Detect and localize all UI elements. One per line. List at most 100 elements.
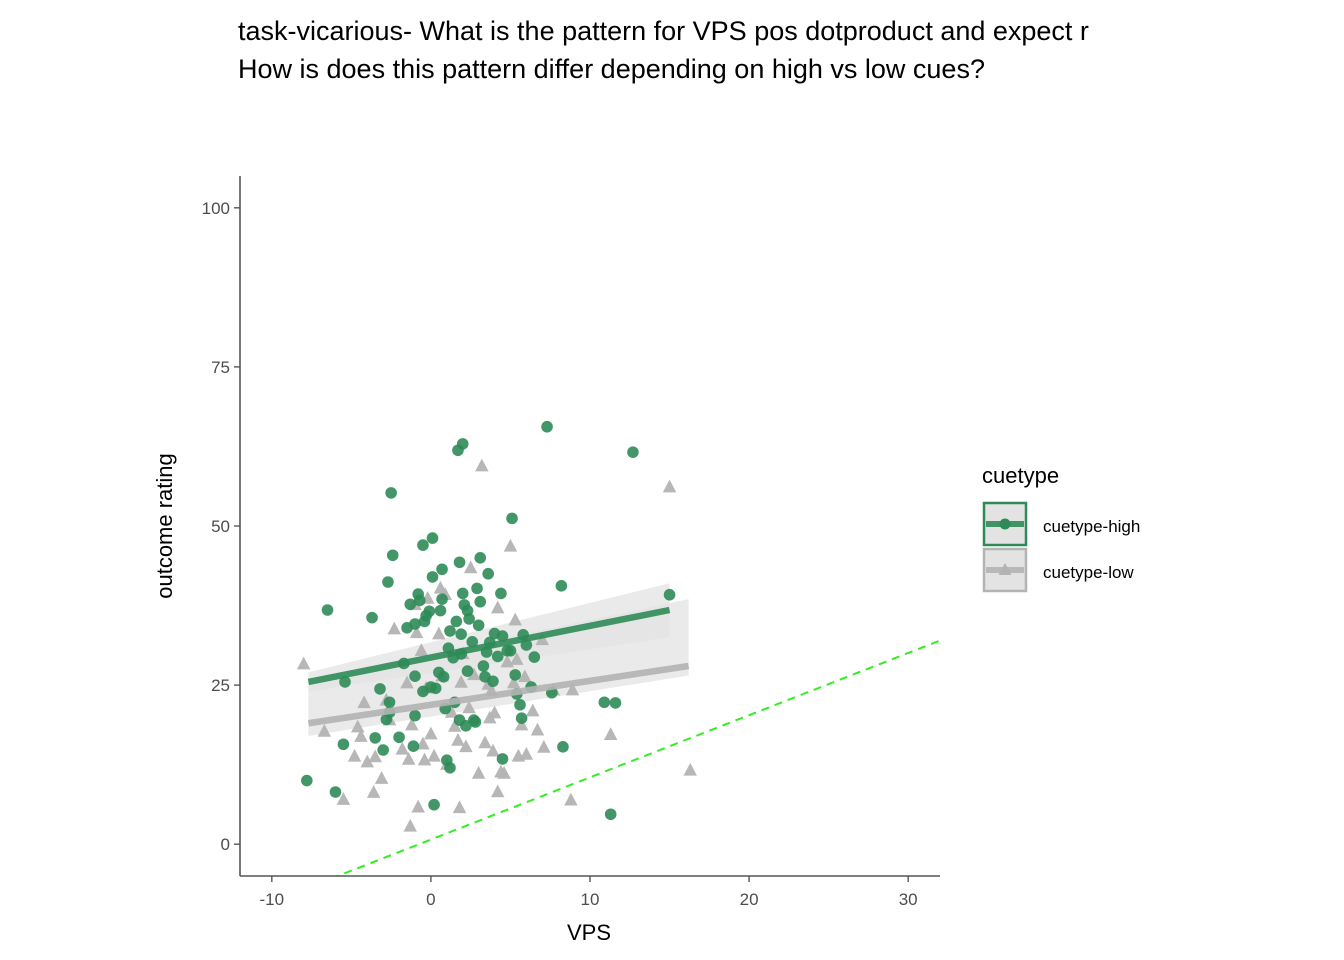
data-point [423, 605, 436, 618]
data-point [535, 632, 550, 646]
data-point [508, 612, 522, 626]
data-point [506, 675, 521, 689]
legend-item-cuetype-high: cuetype-high [982, 501, 1140, 547]
chart-title-line-2: How is does this pattern differ dependin… [238, 54, 985, 84]
data-point [482, 567, 494, 580]
data-point [444, 625, 456, 637]
chart-title-line-1: task-vicarious- What is the pattern for … [238, 16, 1089, 46]
data-point [598, 696, 611, 709]
data-point [336, 792, 351, 805]
data-point [459, 739, 473, 753]
data-point [301, 774, 313, 787]
data-point [486, 743, 500, 757]
data-point [382, 576, 394, 588]
data-point [432, 626, 446, 640]
points-cuetype-low [296, 458, 697, 832]
data-point [354, 729, 368, 742]
data-point [414, 643, 429, 656]
data-point [401, 752, 416, 765]
legend-label-low: cuetype-low [1043, 563, 1134, 582]
data-point [467, 667, 481, 681]
data-point [385, 487, 397, 499]
data-point [409, 709, 421, 722]
data-point [496, 753, 509, 765]
legend-title: cuetype [982, 463, 1059, 488]
data-point [329, 786, 342, 798]
data-point [509, 669, 522, 681]
data-point [609, 697, 622, 709]
x-tick-label: 0 [426, 890, 435, 909]
data-point [456, 587, 469, 600]
data-point [453, 556, 466, 569]
data-point [472, 619, 485, 632]
data-point [514, 717, 529, 731]
data-point [437, 671, 450, 683]
data-point [456, 438, 469, 450]
data-point [662, 479, 677, 493]
data-point [377, 744, 389, 756]
y-axis-title: outcome rating [152, 453, 177, 599]
data-point [627, 446, 639, 458]
data-point [317, 724, 332, 737]
data-point [555, 580, 568, 592]
data-point [474, 595, 487, 608]
data-point [537, 739, 551, 753]
data-point [296, 656, 311, 670]
data-point [487, 675, 499, 688]
x-tick-label: 30 [899, 890, 918, 909]
data-point [404, 598, 417, 611]
data-point [413, 594, 426, 607]
y-tick-label: 100 [202, 199, 230, 218]
data-point [417, 539, 429, 551]
data-point [683, 762, 697, 776]
data-point [557, 741, 569, 753]
data-point [474, 552, 487, 564]
data-point [374, 683, 386, 695]
y-tick-label: 25 [211, 676, 230, 695]
data-point [450, 615, 463, 628]
fit-line-cuetype-high [307, 606, 671, 686]
data-point [347, 748, 362, 762]
data-point [455, 628, 467, 640]
data-point [514, 699, 526, 711]
data-point [463, 613, 475, 625]
data-point [477, 660, 490, 672]
data-point [487, 705, 502, 719]
data-point [462, 700, 476, 714]
data-point [366, 611, 378, 624]
data-point [510, 652, 524, 665]
data-point [403, 818, 417, 832]
data-point [444, 704, 459, 718]
data-point [426, 571, 439, 583]
data-point [395, 741, 410, 755]
x-tick-label: 20 [740, 890, 759, 909]
data-point [495, 587, 507, 600]
data-point [405, 717, 419, 731]
data-point [604, 808, 617, 821]
data-point [369, 732, 382, 744]
data-point [427, 748, 441, 762]
data-point [451, 732, 465, 746]
y-tick-label: 75 [211, 358, 230, 377]
data-point [434, 604, 447, 617]
data-point [461, 665, 474, 677]
data-point [387, 621, 402, 635]
data-point [663, 588, 676, 601]
data-point [541, 420, 553, 433]
data-point [525, 703, 540, 717]
data-point [386, 549, 399, 562]
axes: 0 25 50 75 100 -10 0 10 20 30 [202, 176, 940, 909]
data-point [496, 630, 509, 642]
data-point [321, 604, 334, 616]
data-point [491, 650, 504, 663]
confidence-band-cuetype-low [308, 599, 689, 736]
data-point [448, 718, 462, 732]
data-point [393, 731, 405, 744]
data-point [506, 512, 518, 525]
data-point [400, 675, 414, 689]
fit-lines [307, 606, 690, 727]
data-point [564, 792, 578, 806]
data-point [436, 593, 448, 605]
data-point [452, 800, 467, 814]
